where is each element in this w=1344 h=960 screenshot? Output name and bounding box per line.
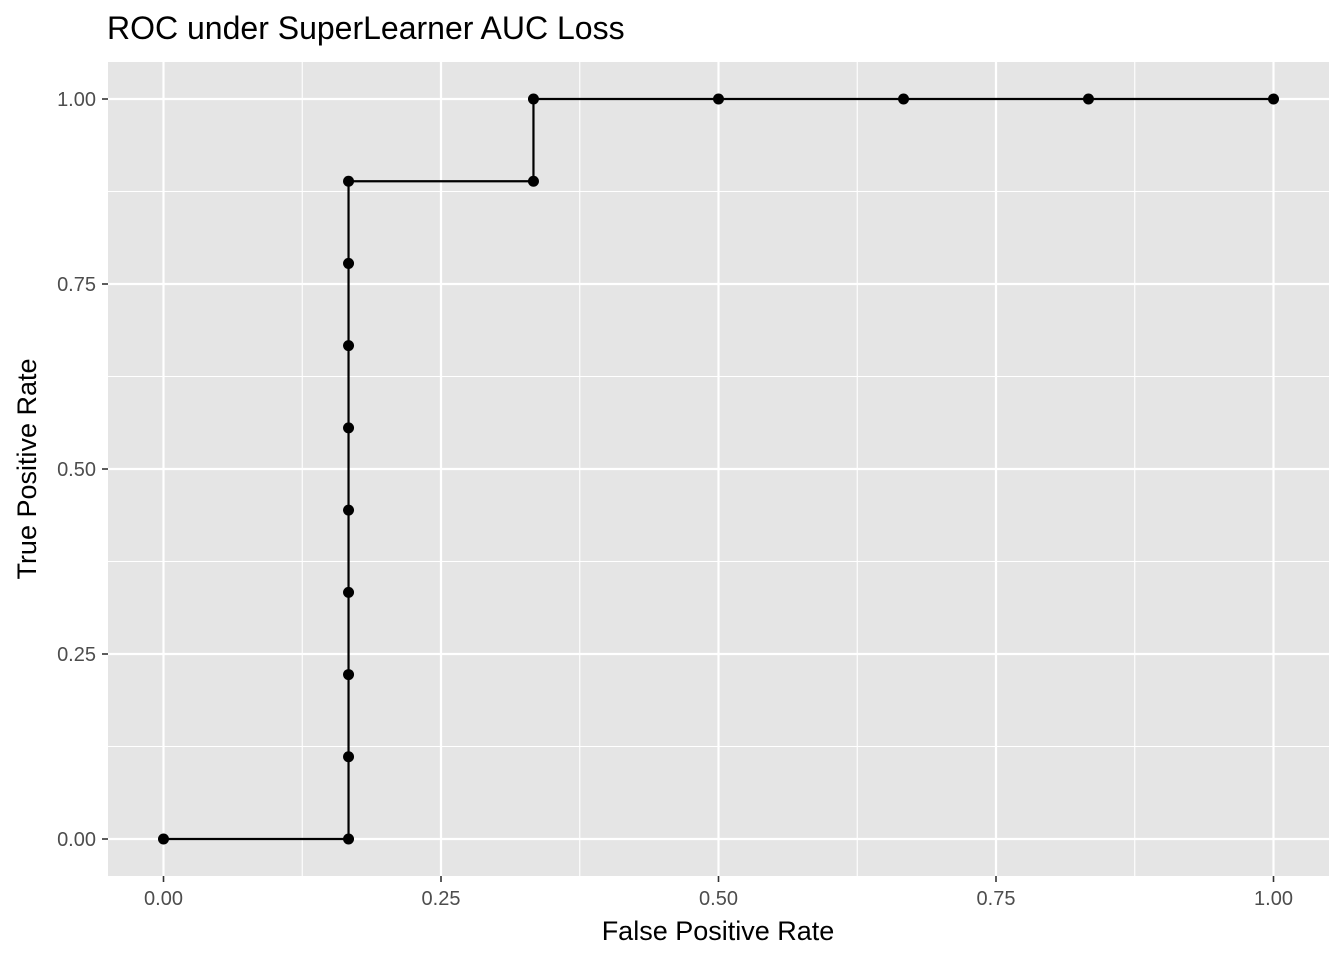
chart-title: ROC under SuperLearner AUC Loss [107,10,625,46]
roc-point [898,93,910,105]
y-axis-title: True Positive Rate [12,358,42,579]
y-tick-label: 0.50 [57,459,96,481]
roc-point [713,93,724,105]
x-axis: 0.00 0.25 0.50 0.75 1.00 [144,876,1293,910]
x-tick-label: 0.25 [422,888,461,910]
roc-point [1082,93,1094,105]
y-axis: 0.00 0.25 0.50 0.75 1.00 [57,89,108,851]
x-tick-label: 0.00 [144,888,183,910]
roc-point [527,93,539,105]
roc-point [1268,93,1279,105]
y-tick-label: 0.25 [57,644,96,666]
x-tick-label: 0.75 [977,888,1016,910]
roc-point [343,751,355,763]
roc-point [527,175,539,187]
roc-point [343,422,355,434]
y-tick-label: 0.00 [57,829,96,851]
x-axis-title: False Positive Rate [602,916,835,946]
roc-point [343,504,355,516]
roc-point [343,340,355,352]
roc-series [158,93,1279,845]
x-tick-label: 1.00 [1254,888,1293,910]
major-gridlines [108,62,1329,876]
roc-point [343,257,355,269]
roc-point [158,833,169,845]
y-tick-label: 1.00 [57,89,96,111]
roc-point [343,833,355,845]
x-tick-label: 0.50 [699,888,738,910]
roc-point [343,669,355,681]
roc-step-line [163,97,1274,841]
y-tick-label: 0.75 [57,274,96,296]
roc-point [343,175,355,187]
roc-point [343,586,355,598]
